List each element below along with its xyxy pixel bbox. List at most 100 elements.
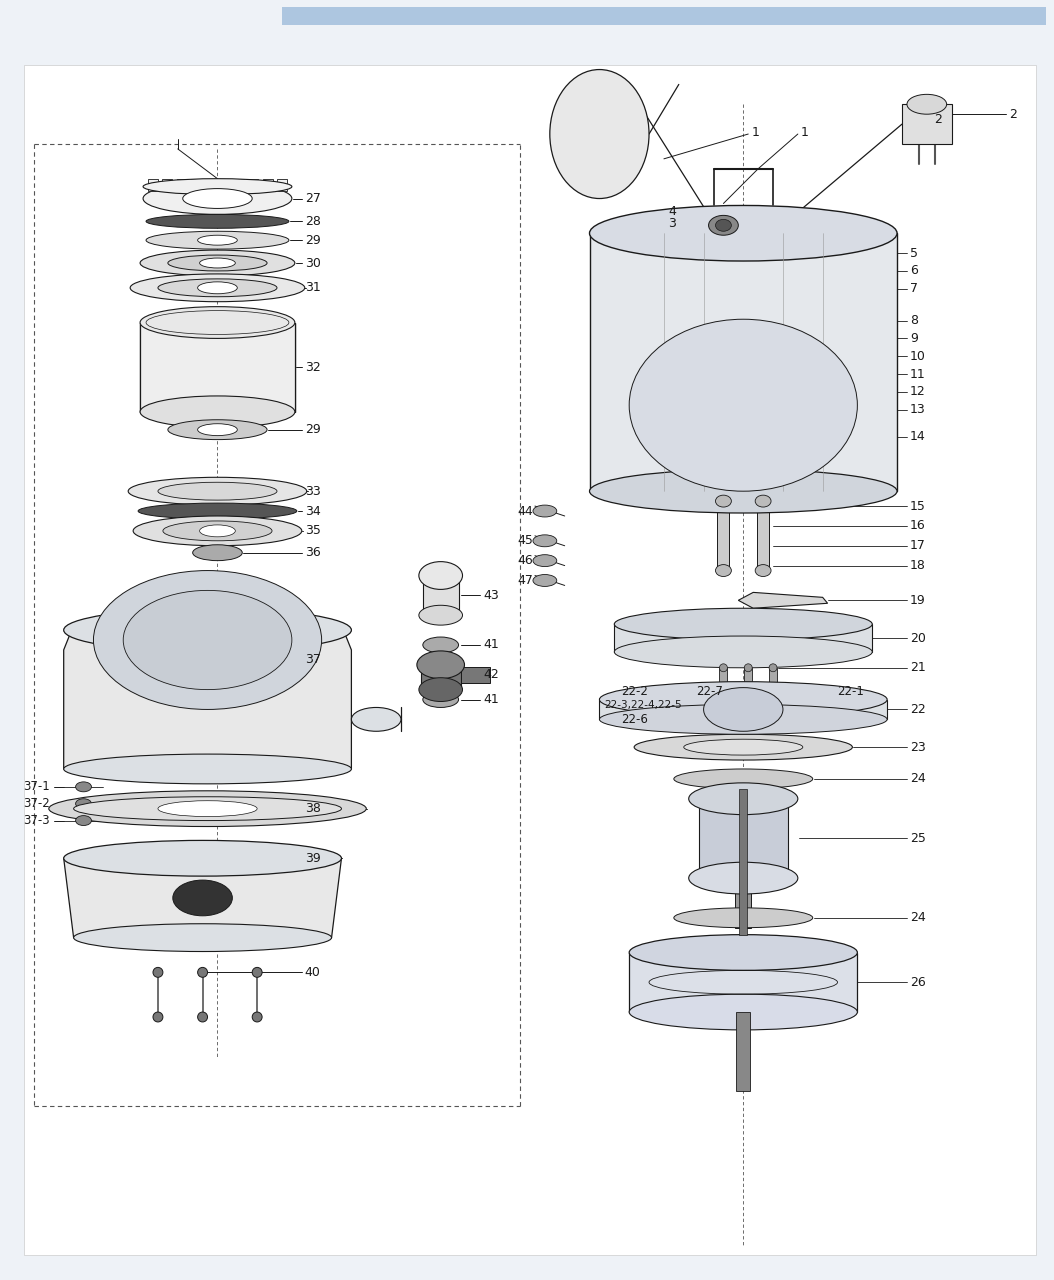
Bar: [757, 500, 769, 571]
Text: 32: 32: [305, 361, 320, 374]
Bar: [423, 576, 458, 616]
Text: 43: 43: [484, 589, 500, 602]
Text: 2: 2: [1009, 108, 1017, 120]
Ellipse shape: [197, 1012, 208, 1021]
Bar: [206, 179, 215, 191]
Ellipse shape: [629, 319, 857, 492]
Text: 20: 20: [910, 631, 925, 645]
Text: 37: 37: [305, 653, 320, 667]
Bar: [177, 179, 187, 191]
Text: 44: 44: [518, 504, 533, 517]
Text: 24: 24: [910, 911, 925, 924]
Ellipse shape: [769, 664, 777, 672]
Text: 27: 27: [305, 192, 320, 205]
Text: 14: 14: [910, 430, 925, 443]
Ellipse shape: [629, 934, 857, 970]
Ellipse shape: [533, 554, 557, 567]
Text: 41: 41: [484, 692, 500, 707]
Text: 18: 18: [910, 559, 925, 572]
Bar: [737, 1012, 750, 1092]
Ellipse shape: [199, 259, 235, 268]
Text: 17: 17: [910, 539, 925, 552]
Ellipse shape: [418, 677, 463, 701]
Ellipse shape: [600, 682, 887, 717]
Ellipse shape: [720, 664, 727, 672]
Bar: [902, 104, 952, 143]
Bar: [769, 668, 777, 686]
Ellipse shape: [589, 470, 897, 513]
Ellipse shape: [629, 995, 857, 1030]
Text: 1: 1: [801, 125, 808, 138]
Ellipse shape: [252, 1012, 262, 1021]
Ellipse shape: [76, 815, 92, 826]
Ellipse shape: [417, 652, 465, 678]
Ellipse shape: [123, 590, 292, 690]
Ellipse shape: [182, 188, 252, 209]
Text: 2: 2: [934, 113, 941, 125]
Ellipse shape: [688, 863, 798, 893]
Bar: [249, 179, 258, 191]
Ellipse shape: [674, 769, 813, 788]
Ellipse shape: [550, 69, 649, 198]
Ellipse shape: [197, 968, 208, 978]
Text: 4: 4: [668, 205, 676, 218]
Ellipse shape: [755, 495, 772, 507]
Ellipse shape: [63, 608, 351, 652]
Bar: [699, 799, 788, 878]
Text: 22-6: 22-6: [621, 713, 648, 726]
Ellipse shape: [63, 754, 351, 783]
Ellipse shape: [418, 562, 463, 589]
Ellipse shape: [907, 95, 946, 114]
Ellipse shape: [744, 664, 753, 672]
Bar: [744, 668, 753, 686]
Text: 25: 25: [910, 832, 925, 845]
Ellipse shape: [589, 206, 897, 261]
Ellipse shape: [143, 183, 292, 214]
Ellipse shape: [193, 545, 242, 561]
Text: 21: 21: [910, 662, 925, 675]
Ellipse shape: [140, 307, 295, 338]
Text: 16: 16: [910, 520, 925, 532]
Ellipse shape: [94, 571, 321, 709]
Text: 22-3,22-4,22-5: 22-3,22-4,22-5: [604, 700, 682, 710]
Ellipse shape: [423, 637, 458, 653]
Text: 6: 6: [910, 265, 918, 278]
Ellipse shape: [76, 799, 92, 809]
Ellipse shape: [147, 232, 289, 250]
Ellipse shape: [533, 575, 557, 586]
Bar: [614, 625, 873, 652]
Text: 9: 9: [910, 332, 918, 344]
Text: 41: 41: [484, 639, 500, 652]
Bar: [421, 664, 461, 690]
Ellipse shape: [635, 735, 853, 760]
Text: 30: 30: [305, 256, 320, 270]
Ellipse shape: [173, 881, 232, 915]
Ellipse shape: [158, 279, 277, 297]
Ellipse shape: [614, 608, 873, 640]
Ellipse shape: [143, 179, 292, 195]
Polygon shape: [63, 625, 351, 769]
Text: 22: 22: [910, 703, 925, 716]
Ellipse shape: [684, 740, 803, 755]
Text: 29: 29: [305, 234, 320, 247]
Text: 8: 8: [910, 314, 918, 328]
Ellipse shape: [704, 687, 783, 731]
Text: 1: 1: [752, 125, 759, 138]
Polygon shape: [738, 593, 827, 608]
Ellipse shape: [614, 636, 873, 668]
Text: 22-1: 22-1: [838, 685, 864, 698]
Polygon shape: [63, 859, 341, 938]
Ellipse shape: [199, 525, 235, 536]
Bar: [234, 179, 243, 191]
Ellipse shape: [168, 420, 267, 439]
Text: 40: 40: [305, 966, 320, 979]
Bar: [720, 668, 727, 686]
Text: 3: 3: [668, 216, 676, 230]
Text: 24: 24: [910, 772, 925, 786]
Ellipse shape: [716, 564, 731, 576]
Ellipse shape: [74, 924, 332, 951]
Text: 19: 19: [910, 594, 925, 607]
Bar: [718, 500, 729, 571]
Text: 22-2: 22-2: [621, 685, 648, 698]
Text: 39: 39: [305, 851, 320, 865]
